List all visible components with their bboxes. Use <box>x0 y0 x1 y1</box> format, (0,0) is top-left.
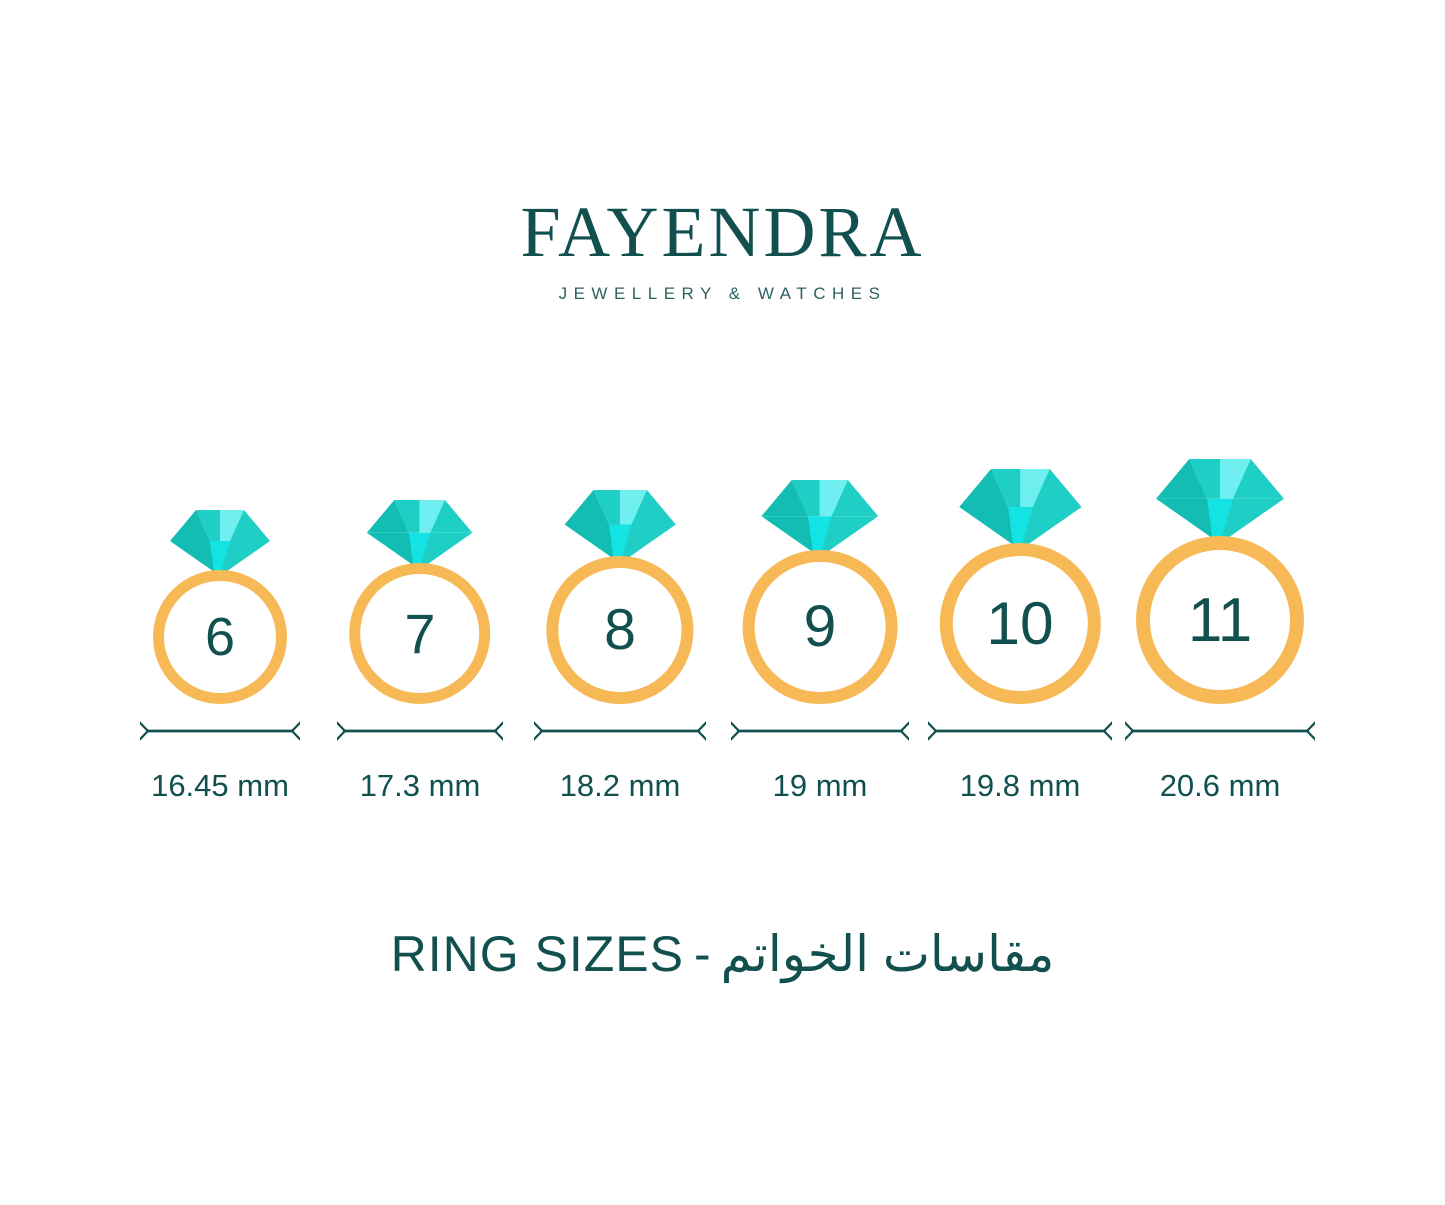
diamond-gem-icon <box>367 499 473 570</box>
ring-size-number: 7 <box>404 602 436 665</box>
ring-band: 7 <box>349 563 491 704</box>
ring-size-item[interactable]: 6 16.45 mm <box>120 440 320 820</box>
ring-size-number: 9 <box>803 594 837 660</box>
diamond-gem-icon <box>1156 459 1284 544</box>
page-title: RING SIZES - مقاسات الخواتم <box>0 925 1445 983</box>
page-title-english: RING SIZES <box>390 926 684 982</box>
brand-logo: FAYENDRA JEWELLERY & WATCHES <box>0 196 1445 304</box>
ring-band: 9 <box>742 549 898 704</box>
ring-size-item[interactable]: 10 19.8 mm <box>920 440 1120 820</box>
ring-graphic: 9 <box>742 479 898 704</box>
page-title-separator: - <box>694 926 711 982</box>
brand-tagline: JEWELLERY & WATCHES <box>558 284 887 303</box>
dimension-arrow-icon <box>534 714 706 748</box>
dimension-arrow-icon <box>928 714 1112 748</box>
ring-graphic: 10 <box>939 469 1101 704</box>
ring-size-row: 6 16.45 mm 7 17.3 mm 8 18.2 mm 9 19 mm 10 19.8 mm… <box>0 440 1445 820</box>
ring-measurement-label: 17.3 mm <box>359 768 481 803</box>
ring-graphic: 8 <box>546 489 694 704</box>
ring-band: 11 <box>1136 536 1304 704</box>
diamond-gem-icon <box>564 489 676 564</box>
diamond-gem-icon <box>958 469 1082 551</box>
ring-size-item[interactable]: 7 17.3 mm <box>320 440 520 820</box>
ring-size-item[interactable]: 11 20.6 mm <box>1120 440 1320 820</box>
ring-measurement-label: 16.45 mm <box>151 768 289 803</box>
ring-size-number: 8 <box>604 598 636 663</box>
ring-size-item[interactable]: 8 18.2 mm <box>520 440 720 820</box>
diamond-gem-icon <box>761 479 879 557</box>
ring-graphic: 7 <box>349 499 491 704</box>
ring-size-number: 6 <box>204 607 236 667</box>
ring-graphic: 6 <box>153 510 287 704</box>
ring-band: 8 <box>546 556 694 704</box>
ring-size-item[interactable]: 9 19 mm <box>720 440 920 820</box>
ring-measurement-label: 19.8 mm <box>959 768 1081 803</box>
brand-name: FAYENDRA <box>520 192 925 272</box>
page-title-arabic: مقاسات الخواتم <box>720 926 1055 982</box>
dimension-arrow-icon <box>731 714 909 748</box>
ring-measurement-label: 20.6 mm <box>1159 768 1281 803</box>
dimension-arrow-icon <box>1125 714 1315 748</box>
dimension-arrow-icon <box>337 714 503 748</box>
ring-graphic: 11 <box>1136 459 1304 704</box>
ring-size-number: 10 <box>986 589 1054 658</box>
ring-size-number: 11 <box>1187 585 1253 655</box>
ring-band: 6 <box>153 570 287 704</box>
diamond-gem-icon <box>170 510 270 577</box>
ring-band: 10 <box>939 542 1101 704</box>
ring-measurement-label: 19 mm <box>772 768 868 803</box>
dimension-arrow-icon <box>140 714 300 748</box>
ring-measurement-label: 18.2 mm <box>559 768 681 803</box>
